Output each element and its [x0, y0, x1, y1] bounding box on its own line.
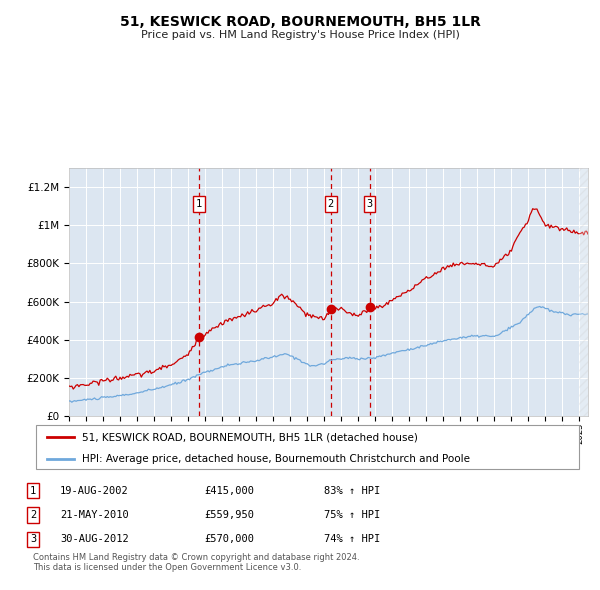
Text: £559,950: £559,950 — [204, 510, 254, 520]
Text: £570,000: £570,000 — [204, 535, 254, 544]
Text: HPI: Average price, detached house, Bournemouth Christchurch and Poole: HPI: Average price, detached house, Bour… — [82, 454, 470, 464]
Text: Contains HM Land Registry data © Crown copyright and database right 2024.: Contains HM Land Registry data © Crown c… — [33, 553, 359, 562]
Text: 3: 3 — [30, 535, 36, 544]
Text: 51, KESWICK ROAD, BOURNEMOUTH, BH5 1LR: 51, KESWICK ROAD, BOURNEMOUTH, BH5 1LR — [119, 15, 481, 29]
Text: 30-AUG-2012: 30-AUG-2012 — [60, 535, 129, 544]
Text: 83% ↑ HPI: 83% ↑ HPI — [324, 486, 380, 496]
Text: This data is licensed under the Open Government Licence v3.0.: This data is licensed under the Open Gov… — [33, 563, 301, 572]
Text: 3: 3 — [367, 199, 373, 209]
Text: 1: 1 — [30, 486, 36, 496]
Text: £415,000: £415,000 — [204, 486, 254, 496]
Text: 21-MAY-2010: 21-MAY-2010 — [60, 510, 129, 520]
Text: 74% ↑ HPI: 74% ↑ HPI — [324, 535, 380, 544]
Bar — [580, 168, 588, 416]
Text: 2: 2 — [328, 199, 334, 209]
Text: 1: 1 — [196, 199, 202, 209]
FancyBboxPatch shape — [36, 425, 579, 469]
Text: Price paid vs. HM Land Registry's House Price Index (HPI): Price paid vs. HM Land Registry's House … — [140, 30, 460, 40]
Text: 19-AUG-2002: 19-AUG-2002 — [60, 486, 129, 496]
Text: 51, KESWICK ROAD, BOURNEMOUTH, BH5 1LR (detached house): 51, KESWICK ROAD, BOURNEMOUTH, BH5 1LR (… — [82, 432, 418, 442]
Text: 2: 2 — [30, 510, 36, 520]
Text: 75% ↑ HPI: 75% ↑ HPI — [324, 510, 380, 520]
